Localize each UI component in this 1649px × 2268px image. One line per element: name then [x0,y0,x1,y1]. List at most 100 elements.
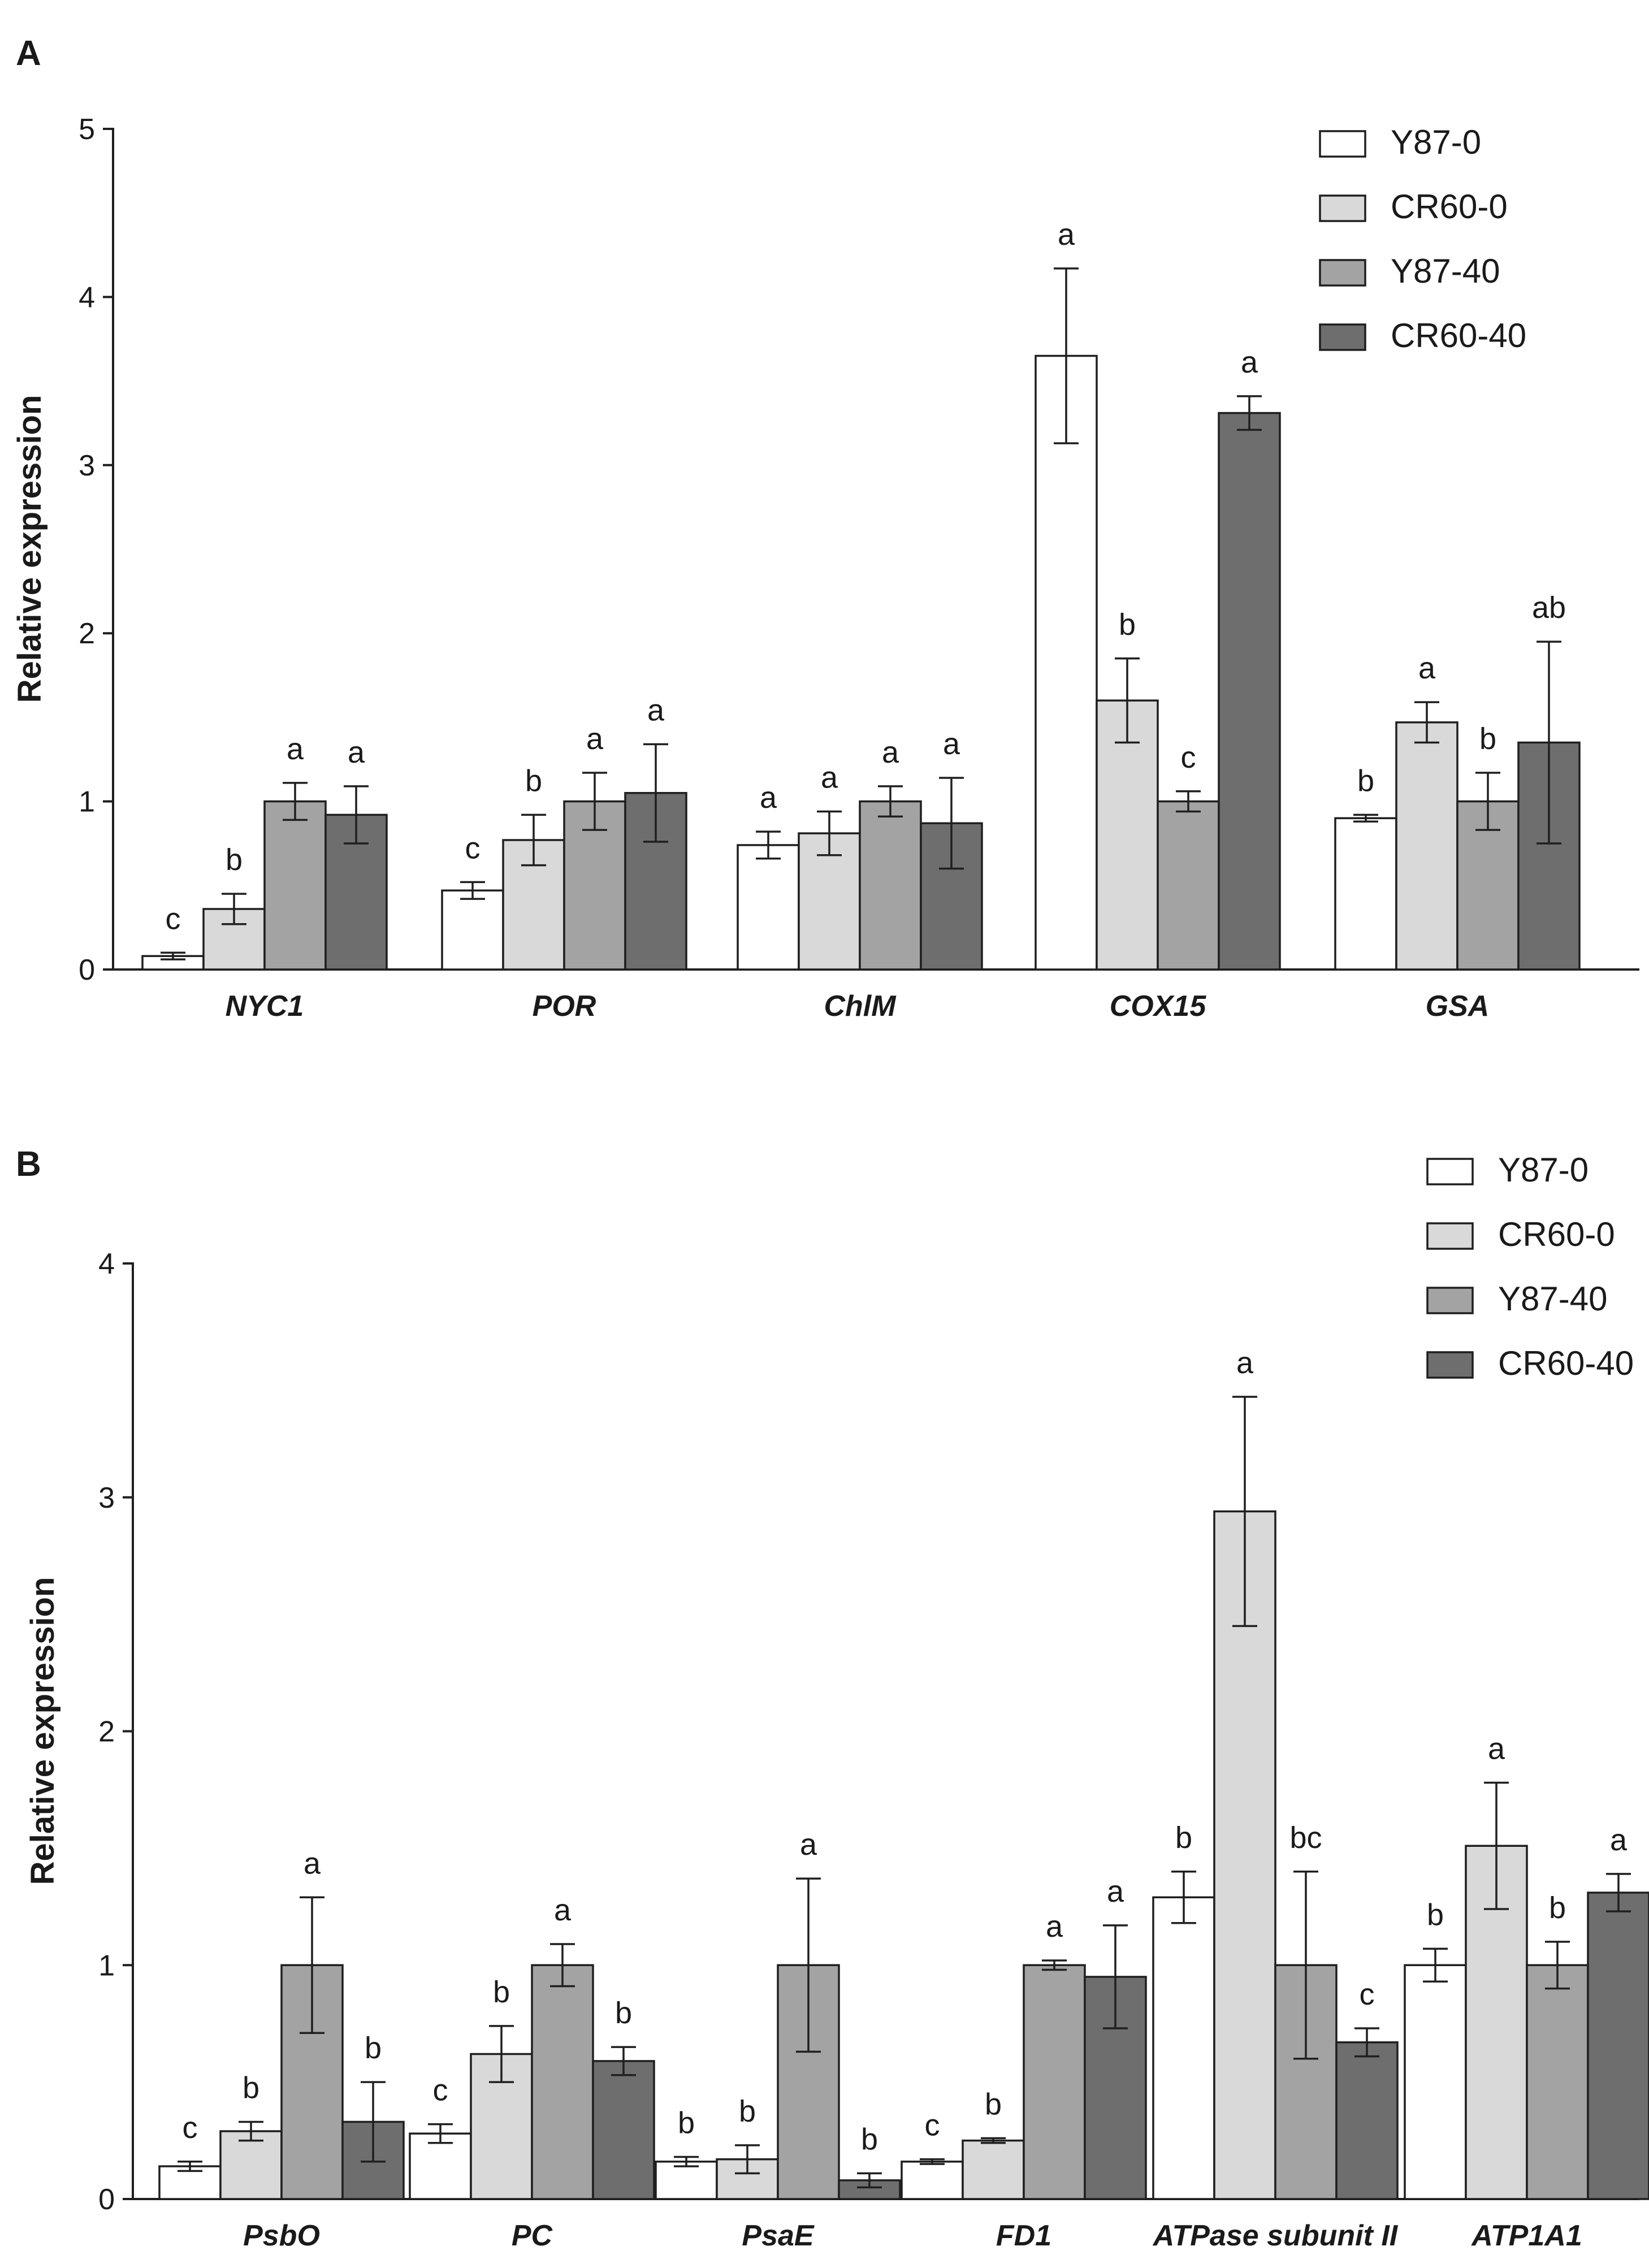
bar [1395,721,1458,971]
significance-letter: a [1107,1875,1124,1908]
significance-letter: b [615,1996,632,2030]
y-tick-label: 3 [79,449,95,482]
legend-label: CR60-0 [1498,1215,1615,1253]
y-tick-label: 5 [79,113,95,146]
significance-letter: a [586,722,604,756]
legend-label: Y87-0 [1391,123,1481,161]
legend-swatch [1426,1287,1474,1314]
legend-label: Y87-40 [1391,252,1500,290]
legend-label: CR60-40 [1391,317,1526,354]
bar [1152,1896,1215,2200]
x-tick-label: ATPase subunit II [1152,2219,1399,2252]
legend-swatch [1426,1158,1474,1185]
significance-letter: a [1610,1823,1628,1857]
legend-swatch [1426,1222,1474,1250]
bar [1334,817,1397,971]
y-tick-label: 3 [98,1482,115,1514]
x-tick-label: GSA [1426,990,1490,1023]
significance-letter: c [433,2074,448,2107]
significance-letter: b [861,2122,878,2156]
x-tick-label: COX15 [1110,990,1207,1023]
significance-letter: a [348,735,365,769]
significance-letter: a [1046,1910,1063,1944]
x-tick-label: FD1 [996,2219,1051,2252]
chart-panel-b: 0 1 2 3 4 Relative expression c b a b PsbO c b a b PC b b… [24,1151,1649,2252]
bar [263,800,327,971]
bar [1587,1892,1649,2200]
significance-letter: b [226,843,243,877]
significance-letter: c [166,902,181,936]
bar [859,800,922,971]
bar [1335,2041,1399,2200]
significance-letter: a [647,693,665,727]
significance-letter: b [985,2087,1002,2121]
legend-label: Y87-0 [1498,1151,1589,1189]
significance-letter: c [465,831,481,865]
y-tick-label: 2 [79,617,95,650]
bar [502,839,565,971]
significance-letter: b [1479,722,1496,756]
bar [1035,354,1098,971]
significance-letter: a [1241,345,1258,379]
y-tick-label: 2 [98,1716,115,1748]
bar [1157,800,1220,971]
significance-letter: c [1360,1977,1375,2011]
x-tick-label: ChlM [824,990,897,1023]
significance-letter: a [943,727,960,761]
y-tick-label: 0 [98,2183,115,2216]
x-tick-label: PsaE [742,2219,815,2252]
significance-letter: a [882,735,899,769]
significance-letter: b [525,764,542,798]
significance-letter: a [800,1828,817,1862]
legend: Y87-0 CR60-0 Y87-40 CR60-40 [1319,123,1526,354]
significance-letter: b [1549,1891,1566,1925]
y-tick-label: 4 [79,281,95,314]
x-tick-label: NYC1 [226,990,304,1023]
bar [531,1964,594,2200]
bar [592,2060,655,2200]
panel-label-b: B [16,1145,41,1184]
legend-swatch [1426,1351,1474,1379]
bar [441,889,504,971]
legend-label: CR60-0 [1391,188,1508,226]
significance-letter: a [821,760,838,794]
significance-letter: a [554,1893,572,1927]
bar [1526,1964,1589,2200]
significance-letter: a [1058,218,1075,252]
significance-letter: a [287,732,304,766]
significance-letter: bc [1289,1821,1322,1855]
legend-swatch [1319,323,1366,351]
y-tick-label: 1 [98,1949,115,1982]
significance-letter: a [1418,651,1436,685]
significance-letter: c [183,2111,198,2145]
y-axis-title: Relative expression [11,395,48,703]
significance-letter: b [243,2071,259,2105]
y-tick-label: 1 [79,786,95,819]
significance-letter: b [365,2031,382,2065]
significance-letter: ab [1532,591,1566,625]
significance-letter: b [1357,764,1374,798]
x-tick-label: POR [533,990,596,1023]
bar [901,2161,964,2200]
significance-letter: b [678,2106,695,2140]
legend-label: Y87-40 [1498,1280,1607,1318]
x-tick-label: ATP1A1 [1470,2219,1582,2252]
significance-letter: c [1181,741,1196,774]
bar [1023,1964,1086,2200]
bar [1218,412,1281,971]
chart-panel-a: 0 1 2 3 4 5 Relative expression c b a a NYC1 c b a a POR… [11,113,1639,1023]
bar [737,844,800,971]
y-tick-label: 4 [98,1248,115,1280]
bar [1404,1964,1467,2200]
legend-swatch [1319,194,1366,222]
significance-letter: a [1236,1346,1254,1380]
significance-letter: b [739,2094,756,2128]
significance-letter: c [925,2109,940,2143]
y-tick-label: 0 [79,954,95,986]
significance-letter: b [1427,1898,1444,1932]
significance-letter: a [1488,1732,1505,1766]
significance-letter: b [1119,608,1136,642]
legend: Y87-0 CR60-0 Y87-40 CR60-40 [1426,1151,1634,1382]
legend-swatch [1319,259,1366,287]
